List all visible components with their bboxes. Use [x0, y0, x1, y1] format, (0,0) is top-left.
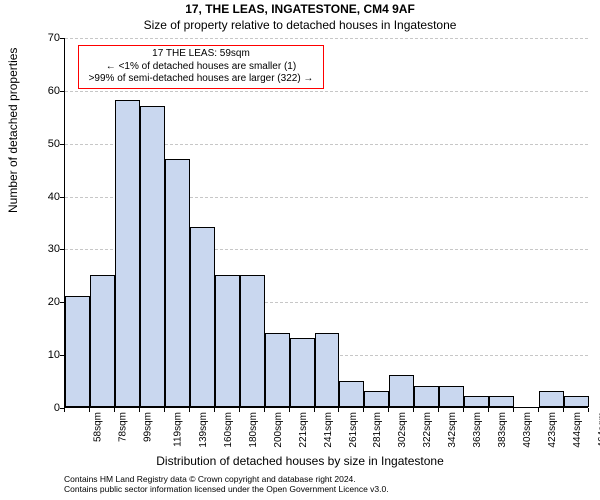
x-tick-label: 99sqm — [142, 412, 153, 442]
histogram-bar — [190, 227, 215, 407]
x-tick-mark — [363, 408, 364, 412]
histogram-bar — [315, 333, 340, 407]
y-tick-label: 30 — [30, 243, 60, 255]
credits-line2: Contains public sector information licen… — [64, 484, 389, 494]
x-tick-mark — [488, 408, 489, 412]
y-tick-mark — [60, 355, 64, 356]
x-tick-label: 58sqm — [93, 412, 104, 442]
x-tick-label: 423sqm — [547, 412, 558, 448]
chart-title-main: 17, THE LEAS, INGATESTONE, CM4 9AF — [0, 2, 600, 16]
histogram-bar — [115, 100, 140, 407]
x-tick-label: 322sqm — [422, 412, 433, 448]
x-tick-label: 342sqm — [447, 412, 458, 448]
x-tick-mark — [538, 408, 539, 412]
y-tick-mark — [60, 144, 64, 145]
y-tick-mark — [60, 91, 64, 92]
x-tick-label: 180sqm — [248, 412, 259, 448]
y-tick-label: 70 — [30, 32, 60, 44]
plot-area — [64, 38, 588, 408]
y-tick-label: 40 — [30, 191, 60, 203]
x-tick-label: 363sqm — [472, 412, 483, 448]
y-tick-mark — [60, 197, 64, 198]
callout-line3: >99% of semi-detached houses are larger … — [83, 73, 319, 86]
histogram-bar — [539, 391, 564, 407]
x-tick-label: 200sqm — [273, 412, 284, 448]
x-tick-mark — [139, 408, 140, 412]
y-tick-label: 50 — [30, 138, 60, 150]
x-tick-mark — [114, 408, 115, 412]
y-tick-label: 0 — [30, 402, 60, 414]
histogram-bar — [339, 381, 364, 407]
credits-line1: Contains HM Land Registry data © Crown c… — [64, 474, 389, 484]
histogram-bar — [140, 106, 165, 407]
x-tick-label: 281sqm — [373, 412, 384, 448]
histogram-bar — [65, 296, 90, 407]
x-tick-mark — [264, 408, 265, 412]
x-tick-label: 261sqm — [348, 412, 359, 448]
x-tick-label: 444sqm — [572, 412, 583, 448]
x-tick-label: 302sqm — [398, 412, 409, 448]
x-tick-mark — [413, 408, 414, 412]
x-tick-mark — [563, 408, 564, 412]
histogram-bar — [265, 333, 290, 407]
x-axis-label: Distribution of detached houses by size … — [0, 454, 600, 468]
x-tick-mark — [438, 408, 439, 412]
histogram-bar — [389, 375, 414, 407]
histogram-bar — [414, 386, 439, 407]
x-tick-label: 139sqm — [198, 412, 209, 448]
x-tick-mark — [463, 408, 464, 412]
x-tick-mark — [189, 408, 190, 412]
x-tick-mark — [588, 408, 589, 412]
x-tick-mark — [89, 408, 90, 412]
histogram-bar — [290, 338, 315, 407]
x-tick-label: 160sqm — [223, 412, 234, 448]
y-tick-label: 60 — [30, 85, 60, 97]
x-tick-mark — [164, 408, 165, 412]
x-tick-label: 403sqm — [522, 412, 533, 448]
credits: Contains HM Land Registry data © Crown c… — [64, 474, 389, 494]
y-axis-label: Number of detached properties — [6, 48, 20, 213]
histogram-bar — [464, 396, 489, 407]
y-tick-mark — [60, 38, 64, 39]
x-tick-mark — [314, 408, 315, 412]
gridline — [65, 91, 588, 92]
histogram-bar — [364, 391, 389, 407]
x-tick-label: 221sqm — [298, 412, 309, 448]
x-tick-mark — [513, 408, 514, 412]
x-tick-label: 119sqm — [172, 412, 183, 447]
histogram-bar — [240, 275, 265, 407]
callout-line1: 17 THE LEAS: 59sqm — [83, 48, 319, 61]
histogram-bar — [489, 396, 514, 407]
x-tick-mark — [214, 408, 215, 412]
histogram-bar — [564, 396, 589, 407]
x-tick-label: 383sqm — [497, 412, 508, 448]
histogram-bar — [215, 275, 240, 407]
x-tick-mark — [64, 408, 65, 412]
figure: 17, THE LEAS, INGATESTONE, CM4 9AF Size … — [0, 0, 600, 500]
y-tick-mark — [60, 249, 64, 250]
x-tick-mark — [289, 408, 290, 412]
y-tick-label: 10 — [30, 349, 60, 361]
histogram-bar — [165, 159, 190, 407]
callout-line2: ← <1% of detached houses are smaller (1) — [83, 61, 319, 74]
x-tick-label: 78sqm — [117, 412, 128, 442]
gridline — [65, 38, 588, 39]
x-tick-mark — [388, 408, 389, 412]
x-tick-mark — [239, 408, 240, 412]
histogram-bar — [439, 386, 464, 407]
callout-box: 17 THE LEAS: 59sqm ← <1% of detached hou… — [78, 45, 324, 89]
y-tick-label: 20 — [30, 296, 60, 308]
x-tick-label: 241sqm — [323, 412, 334, 448]
y-tick-mark — [60, 302, 64, 303]
histogram-bar — [90, 275, 115, 407]
x-tick-mark — [338, 408, 339, 412]
chart-title-sub: Size of property relative to detached ho… — [0, 18, 600, 32]
